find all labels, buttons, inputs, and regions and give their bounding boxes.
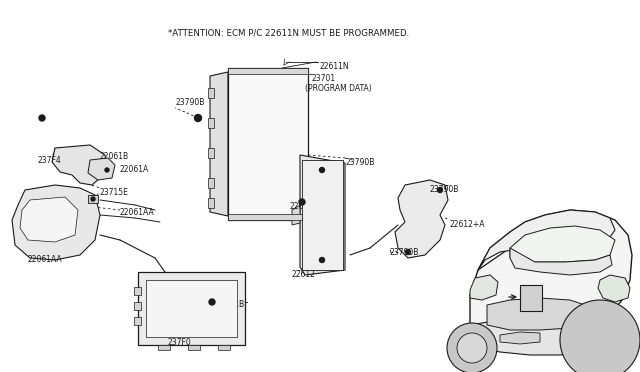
Text: 22061AA: 22061AA xyxy=(120,208,155,217)
Text: R2260070: R2260070 xyxy=(565,352,608,361)
Polygon shape xyxy=(12,185,100,260)
Bar xyxy=(228,68,308,220)
Polygon shape xyxy=(470,318,610,355)
Text: (PROGRAM DATA): (PROGRAM DATA) xyxy=(305,84,372,93)
Text: 23715E: 23715E xyxy=(100,188,129,197)
Text: 22061B: 22061B xyxy=(215,300,244,309)
Bar xyxy=(208,88,214,98)
Text: 237F0: 237F0 xyxy=(167,338,191,347)
Circle shape xyxy=(209,299,215,305)
Polygon shape xyxy=(52,145,108,185)
Bar xyxy=(228,68,308,74)
Polygon shape xyxy=(210,72,228,216)
Bar xyxy=(302,160,343,270)
Polygon shape xyxy=(470,275,498,300)
Text: 22061A: 22061A xyxy=(120,165,149,174)
Bar xyxy=(520,285,542,311)
Circle shape xyxy=(319,257,324,263)
Bar xyxy=(138,272,245,345)
Text: 23790B: 23790B xyxy=(430,185,460,194)
Bar xyxy=(208,178,214,188)
Bar xyxy=(188,345,200,350)
Bar xyxy=(146,280,237,337)
Polygon shape xyxy=(300,155,345,275)
Text: 22611N: 22611N xyxy=(320,62,349,71)
Text: 23701: 23701 xyxy=(312,74,336,83)
Polygon shape xyxy=(395,180,448,258)
Circle shape xyxy=(560,300,640,372)
Circle shape xyxy=(39,115,45,121)
Circle shape xyxy=(319,167,324,173)
Polygon shape xyxy=(510,226,615,262)
Circle shape xyxy=(105,168,109,172)
Bar xyxy=(134,302,141,310)
Circle shape xyxy=(572,312,628,368)
Bar xyxy=(208,148,214,158)
Polygon shape xyxy=(292,205,300,225)
Circle shape xyxy=(91,197,95,201)
Text: 22612+A: 22612+A xyxy=(450,220,486,229)
Text: 22612: 22612 xyxy=(292,270,316,279)
Text: 22611A: 22611A xyxy=(290,202,319,211)
Bar xyxy=(208,198,214,208)
Polygon shape xyxy=(478,210,615,270)
Circle shape xyxy=(582,322,618,358)
Bar xyxy=(208,118,214,128)
Bar xyxy=(218,345,230,350)
Polygon shape xyxy=(470,210,632,340)
Polygon shape xyxy=(88,158,115,180)
Circle shape xyxy=(195,115,202,122)
Bar xyxy=(88,195,98,203)
Polygon shape xyxy=(500,332,540,344)
Circle shape xyxy=(299,199,305,205)
Text: 22061AA: 22061AA xyxy=(28,255,63,264)
Bar xyxy=(134,287,141,295)
Text: 23790B: 23790B xyxy=(345,158,374,167)
Circle shape xyxy=(406,250,410,254)
Circle shape xyxy=(457,333,487,363)
Bar xyxy=(158,345,170,350)
Text: 23790B: 23790B xyxy=(175,98,204,107)
Text: 22061B: 22061B xyxy=(99,152,128,161)
Text: 23790B: 23790B xyxy=(390,248,419,257)
Text: 237F4: 237F4 xyxy=(38,156,61,165)
Polygon shape xyxy=(487,298,585,330)
Text: *ATTENTION: ECM P/C 22611N MUST BE PROGRAMMED.: *ATTENTION: ECM P/C 22611N MUST BE PROGR… xyxy=(168,28,409,37)
Polygon shape xyxy=(20,197,78,242)
Circle shape xyxy=(438,187,442,192)
Polygon shape xyxy=(510,248,612,275)
Bar xyxy=(134,317,141,325)
Circle shape xyxy=(447,323,497,372)
Polygon shape xyxy=(598,275,630,302)
Bar xyxy=(228,214,308,220)
